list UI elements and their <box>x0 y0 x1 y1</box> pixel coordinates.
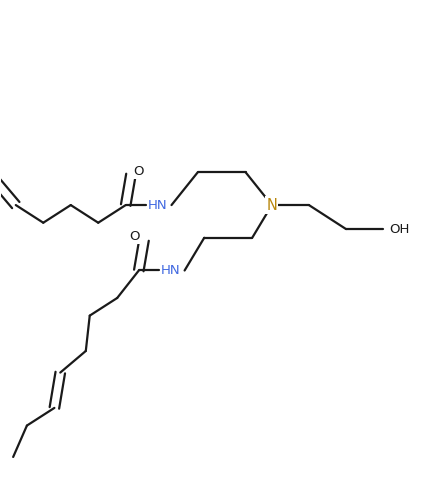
Text: OH: OH <box>389 222 409 236</box>
Text: HN: HN <box>160 264 180 277</box>
Text: O: O <box>129 230 139 243</box>
Text: N: N <box>266 198 277 212</box>
Text: O: O <box>133 165 144 177</box>
Text: HN: HN <box>148 199 167 211</box>
